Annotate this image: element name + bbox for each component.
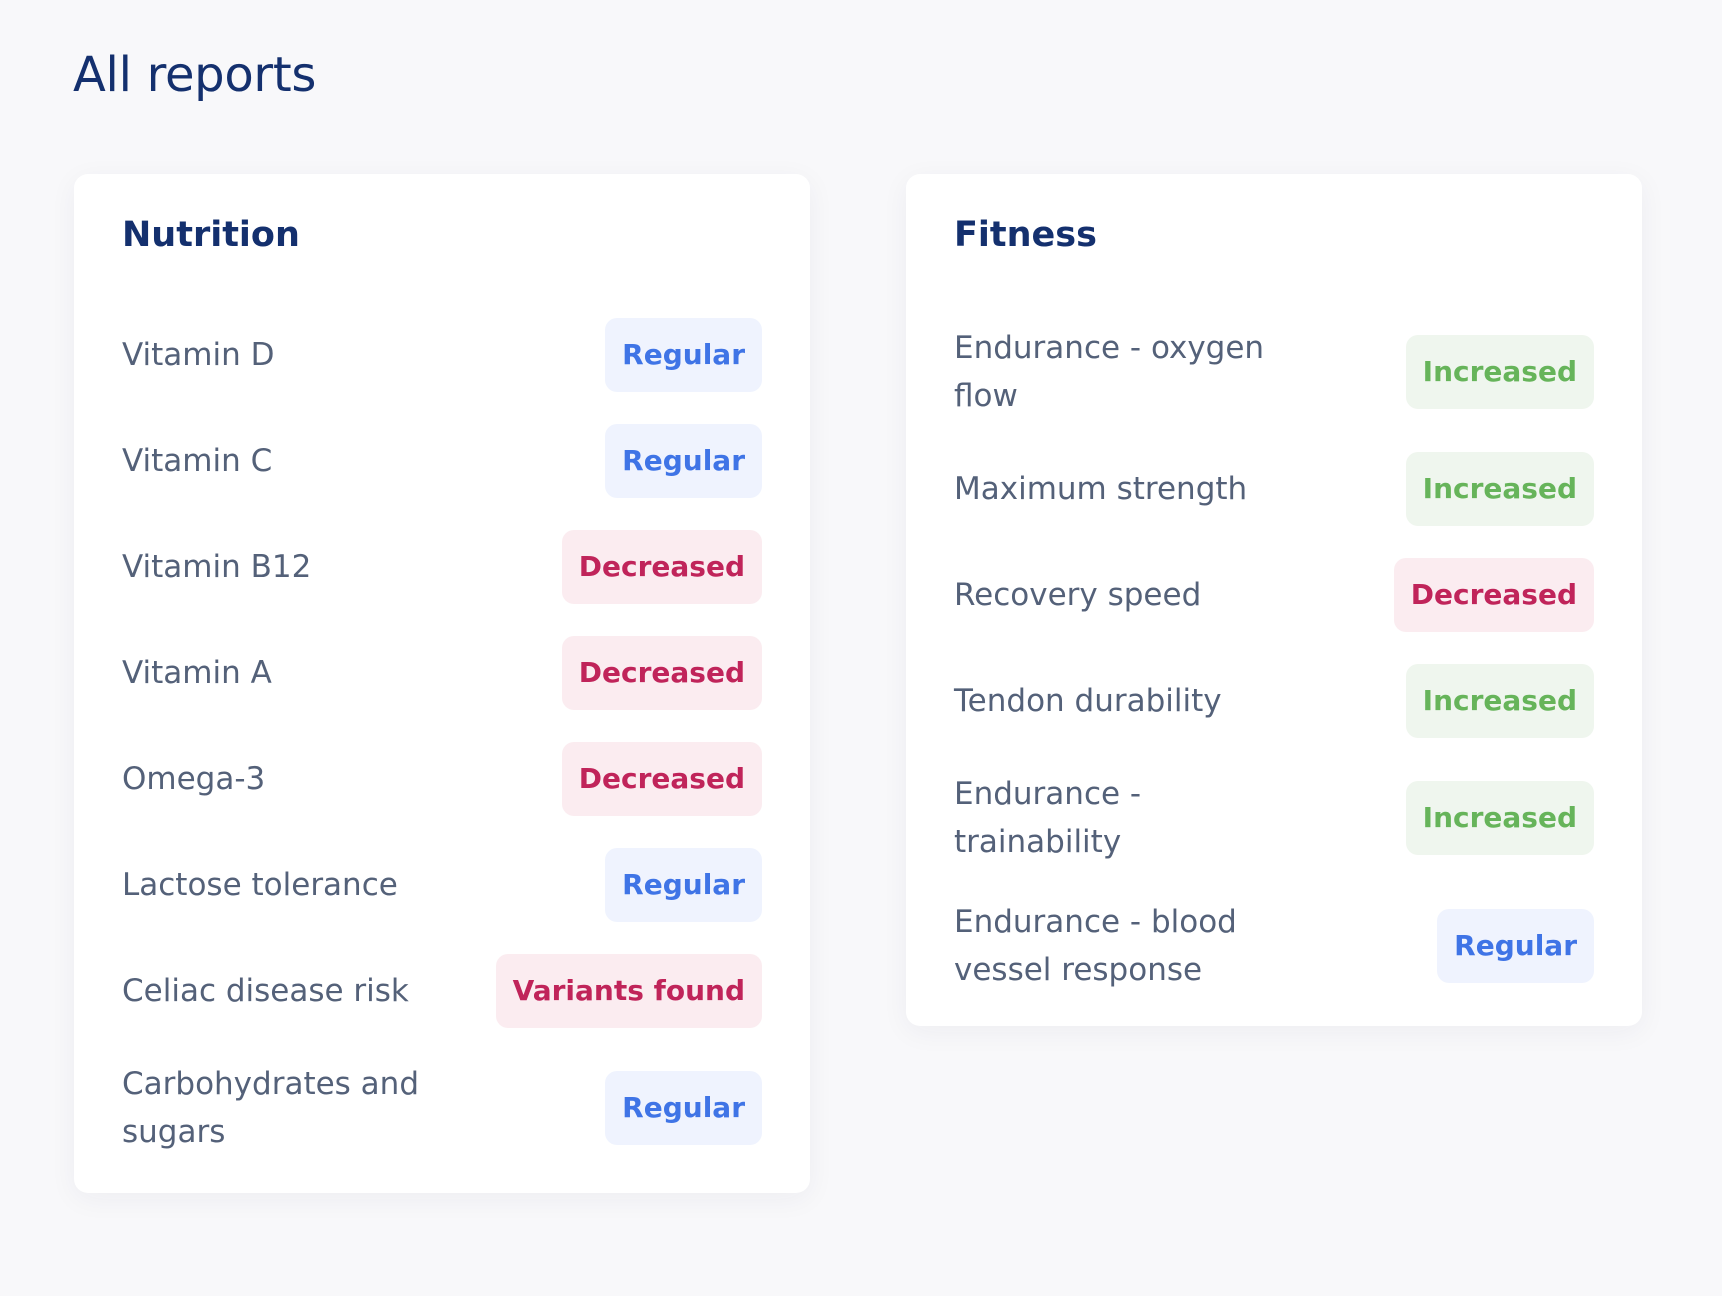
status-badge: Decreased	[1393, 558, 1594, 632]
item-label: Endurance - blood vessel response	[954, 904, 1237, 988]
list-item[interactable]: Endurance - oxygen flow Increased	[954, 324, 1594, 420]
item-label: Maximum strength	[954, 471, 1248, 507]
status-badge: Decreased	[561, 530, 762, 604]
list-item[interactable]: Vitamin A Decreased	[122, 636, 762, 710]
status-badge: Regular	[1437, 909, 1594, 983]
list-item[interactable]: Carbohydrates and sugars Regular	[122, 1060, 762, 1156]
item-label: Carbohydrates and sugars	[122, 1066, 419, 1150]
status-badge: Regular	[605, 424, 762, 498]
nutrition-card: Nutrition Vitamin D Regular Vitamin C Re…	[74, 174, 810, 1193]
list-item[interactable]: Lactose tolerance Regular	[122, 848, 762, 922]
status-badge: Increased	[1405, 664, 1594, 738]
page-title: All reports	[73, 47, 317, 103]
status-badge: Decreased	[561, 742, 762, 816]
item-label: Tendon durability	[954, 683, 1222, 719]
item-label: Vitamin C	[122, 443, 273, 479]
nutrition-list: Vitamin D Regular Vitamin C Regular Vita…	[122, 318, 762, 1188]
fitness-card-title: Fitness	[954, 215, 1097, 255]
fitness-list: Endurance - oxygen flow Increased Maximu…	[954, 324, 1594, 994]
status-badge: Increased	[1405, 335, 1594, 409]
item-label: Endurance - trainability	[954, 776, 1142, 860]
item-label: Endurance - oxygen flow	[954, 330, 1265, 414]
list-item[interactable]: Omega-3 Decreased	[122, 742, 762, 816]
list-item[interactable]: Tendon durability Increased	[954, 664, 1594, 738]
fitness-card: Fitness Endurance - oxygen flow Increase…	[906, 174, 1642, 1026]
list-item[interactable]: Vitamin D Regular	[122, 318, 762, 392]
status-badge: Decreased	[561, 636, 762, 710]
status-badge: Regular	[605, 318, 762, 392]
list-item[interactable]: Maximum strength Increased	[954, 452, 1594, 526]
item-label: Lactose tolerance	[122, 867, 398, 903]
item-label: Celiac disease risk	[122, 973, 409, 1009]
status-badge: Regular	[605, 848, 762, 922]
item-label: Omega-3	[122, 761, 266, 797]
list-item[interactable]: Recovery speed Decreased	[954, 558, 1594, 632]
list-item[interactable]: Celiac disease risk Variants found	[122, 954, 762, 1028]
nutrition-card-title: Nutrition	[122, 215, 300, 255]
status-badge: Variants found	[495, 954, 762, 1028]
list-item[interactable]: Vitamin C Regular	[122, 424, 762, 498]
list-item[interactable]: Endurance - trainability Increased	[954, 770, 1594, 866]
item-label: Recovery speed	[954, 577, 1202, 613]
list-item[interactable]: Endurance - blood vessel response Regula…	[954, 898, 1594, 994]
item-label: Vitamin B12	[122, 549, 312, 585]
status-badge: Increased	[1405, 781, 1594, 855]
item-label: Vitamin D	[122, 337, 275, 373]
item-label: Vitamin A	[122, 655, 272, 691]
status-badge: Increased	[1405, 452, 1594, 526]
status-badge: Regular	[605, 1071, 762, 1145]
list-item[interactable]: Vitamin B12 Decreased	[122, 530, 762, 604]
